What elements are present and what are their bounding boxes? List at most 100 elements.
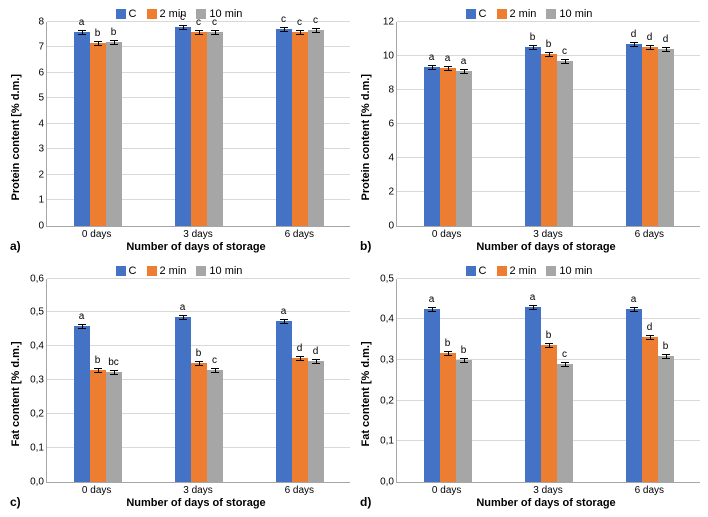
y-tick: 0,4 (380, 314, 397, 325)
significance-label: a (530, 292, 536, 304)
significance-label: a (445, 53, 451, 65)
panel-a: C2 min10 minProtein content [% d.m.]0123… (8, 8, 350, 253)
bottom-row: Number of days of storage (374, 496, 700, 509)
error-bar (529, 45, 537, 50)
bar-groups: abbcabcadd (47, 279, 350, 483)
y-tick: 0,5 (30, 307, 47, 318)
bar-rect (440, 68, 456, 225)
significance-label: d (297, 343, 303, 355)
bar-rect (557, 61, 573, 226)
x-axis-label: Number of days of storage (392, 497, 700, 509)
bar: a (74, 17, 90, 226)
bar: d (626, 29, 642, 226)
legend-item: 2 min (497, 265, 537, 277)
error-bar (179, 315, 187, 320)
significance-label: c (180, 12, 185, 24)
x-tick: 3 days (183, 485, 212, 496)
significance-label: c (313, 15, 318, 27)
legend-item: 10 min (196, 265, 242, 277)
y-tick: 1 (38, 195, 47, 206)
bar-group: add (276, 306, 324, 483)
significance-label: c (562, 349, 567, 361)
significance-label: c (562, 46, 567, 58)
y-tick: 7 (38, 42, 47, 53)
error-bar (78, 324, 86, 329)
bar-rect (276, 321, 292, 483)
panel-c: C2 min10 minFat content [% d.m.]0,00,10,… (8, 265, 350, 510)
bar: b (541, 39, 557, 226)
error-bar (78, 30, 86, 35)
y-tick: 3 (38, 144, 47, 155)
legend-item: C (116, 265, 137, 277)
chart-area: Protein content [% d.m.]012345678abbcccc… (8, 22, 350, 253)
chart-area: Protein content [% d.m.]024681012aaabbcd… (358, 22, 700, 253)
legend-label: 10 min (559, 8, 592, 20)
bottom-row: Number of days of storage (374, 240, 700, 253)
bar: d (308, 346, 324, 482)
bar: a (276, 306, 292, 483)
significance-label: b (530, 32, 536, 44)
plot-wrap: 012345678abbcccccc0 days3 days6 daysNumb… (24, 22, 350, 253)
bar-rect (106, 42, 122, 226)
bar-rect (525, 47, 541, 226)
legend-swatch (147, 9, 157, 19)
significance-label: a (461, 56, 467, 68)
y-tick: 2 (38, 169, 47, 180)
error-bar (280, 319, 288, 324)
legend-swatch (466, 9, 476, 19)
significance-label: a (631, 294, 637, 306)
error-bar (561, 362, 569, 367)
error-bar (428, 307, 436, 312)
y-tick: 0,2 (30, 409, 47, 420)
bar: b (90, 28, 106, 225)
bar: c (175, 12, 191, 226)
plot: 0,00,10,20,30,40,50,6abbcabcadd (46, 279, 350, 484)
bar-rect (191, 363, 207, 482)
bar: c (292, 17, 308, 226)
y-axis-label: Protein content [% d.m.] (358, 22, 374, 253)
bar-rect (207, 32, 223, 226)
significance-label: a (79, 17, 85, 29)
x-tick: 0 days (432, 485, 461, 496)
y-tick: 2 (388, 186, 397, 197)
bar-groups: abbcccccc (47, 22, 350, 226)
bar-groups: abbabcadb (397, 279, 700, 483)
bar-rect (541, 54, 557, 226)
legend-label: C (129, 8, 137, 20)
plot: 024681012aaabbcddd (396, 22, 700, 227)
bar: c (207, 17, 223, 226)
bar-rect (292, 358, 308, 482)
x-tick: 6 days (285, 485, 314, 496)
bar: b (90, 355, 106, 482)
panel-b: C2 min10 minProtein content [% d.m.]0246… (358, 8, 700, 253)
bar: d (642, 32, 658, 226)
legend-label: C (479, 265, 487, 277)
x-tick: 0 days (82, 229, 111, 240)
error-bar (94, 41, 102, 46)
error-bar (630, 307, 638, 312)
legend-swatch (546, 9, 556, 19)
y-tick: 0 (38, 220, 47, 231)
plot-wrap: 0,00,10,20,30,40,50,6abbcabcadd0 days3 d… (24, 279, 350, 510)
chart-area: Fat content [% d.m.]0,00,10,20,30,40,50,… (8, 279, 350, 510)
bar-rect (308, 361, 324, 482)
x-tick: 6 days (635, 485, 664, 496)
error-bar (280, 27, 288, 32)
bottom-row: Number of days of storage (24, 240, 350, 253)
error-bar (662, 354, 670, 359)
significance-label: b (95, 28, 101, 40)
x-axis-label: Number of days of storage (392, 241, 700, 253)
legend: C 2 min 10 min (358, 265, 700, 277)
bar: c (276, 14, 292, 225)
significance-label: bc (108, 357, 119, 369)
bar-rect (175, 317, 191, 482)
x-ticks: 0 days3 days6 days (396, 485, 700, 496)
bar-rect (292, 32, 308, 226)
error-bar (94, 368, 102, 373)
bar: a (626, 294, 642, 482)
significance-label: d (647, 32, 653, 44)
legend-label: C (129, 265, 137, 277)
bar-rect (626, 309, 642, 482)
legend-label: 10 min (559, 265, 592, 277)
bar: b (658, 341, 674, 482)
